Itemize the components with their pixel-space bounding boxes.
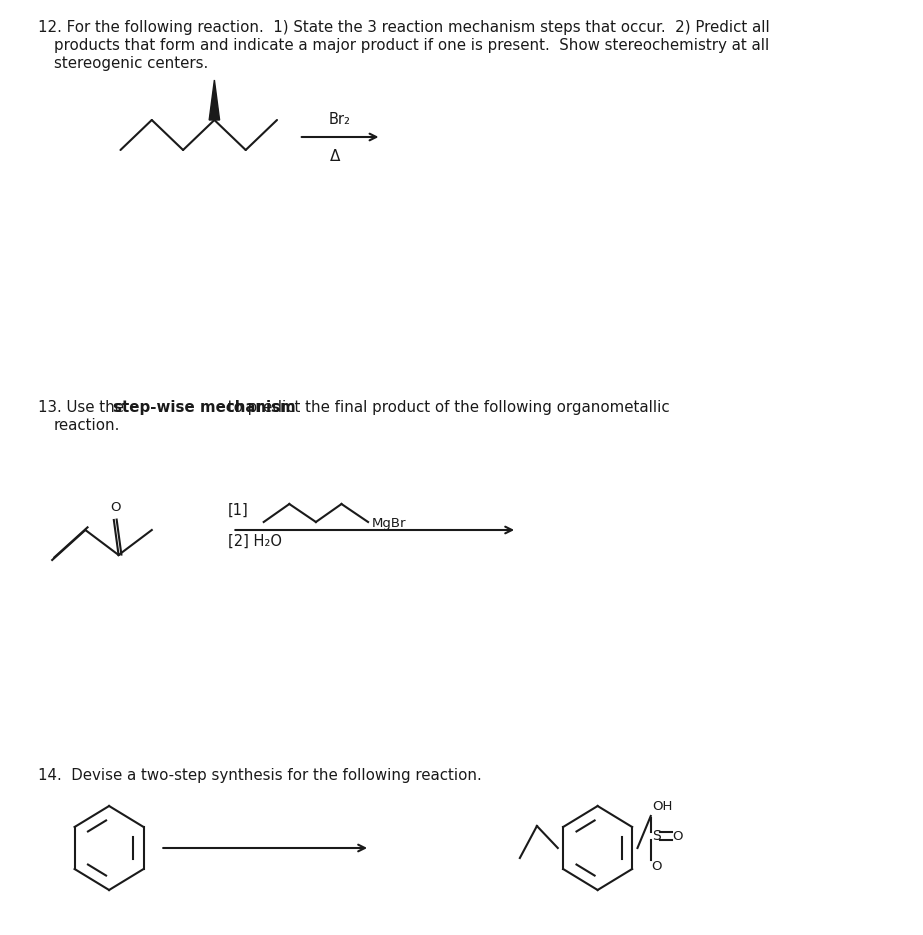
Text: O: O (111, 501, 121, 514)
Text: [1]: [1] (228, 503, 248, 518)
Text: 13. Use the: 13. Use the (38, 400, 128, 415)
Text: Δ: Δ (330, 149, 341, 164)
Text: Br₂: Br₂ (330, 112, 351, 127)
Text: MgBr: MgBr (372, 517, 406, 530)
Text: to predict the final product of the following organometallic: to predict the final product of the foll… (223, 400, 669, 415)
Text: O: O (652, 859, 662, 872)
Text: products that form and indicate a major product if one is present.  Show stereoc: products that form and indicate a major … (54, 38, 770, 53)
Text: [2] H₂O: [2] H₂O (228, 534, 282, 549)
Text: stereogenic centers.: stereogenic centers. (54, 56, 209, 71)
Text: step-wise mechanism: step-wise mechanism (113, 400, 295, 415)
Text: reaction.: reaction. (54, 418, 120, 433)
Polygon shape (210, 80, 220, 120)
Text: OH: OH (653, 799, 673, 813)
Text: 12. For the following reaction.  1) State the 3 reaction mechanism steps that oc: 12. For the following reaction. 1) State… (38, 20, 770, 35)
Text: 14.  Devise a two-step synthesis for the following reaction.: 14. Devise a two-step synthesis for the … (38, 768, 482, 783)
Text: S: S (652, 829, 661, 843)
Text: O: O (673, 829, 683, 842)
